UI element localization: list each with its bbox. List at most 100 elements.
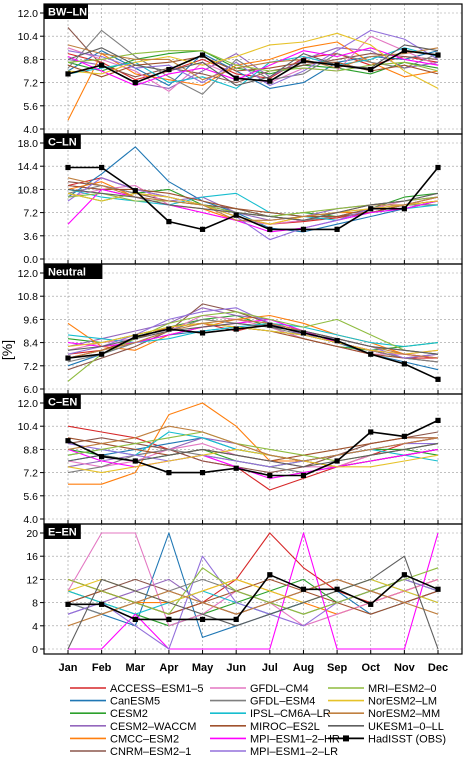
obs-point — [65, 601, 71, 607]
panel-label: C–LN — [48, 137, 77, 149]
x-tick-label: Dec — [428, 662, 448, 674]
panel-label-background — [44, 264, 103, 279]
obs-point — [435, 52, 441, 58]
y-tick-label: 4.0 — [23, 514, 38, 526]
obs-point — [65, 355, 71, 361]
panel-label-background — [44, 394, 81, 409]
legend-item: MIROC–ES2L — [210, 721, 320, 733]
obs-point — [401, 206, 407, 212]
legend-label: GFDL–ESM4 — [250, 696, 315, 708]
series-line-ACCESS–ESM1–5 — [67, 532, 439, 615]
y-tick-label: 8 — [32, 598, 38, 610]
panel-label-background — [44, 134, 81, 149]
series-group — [65, 402, 441, 491]
y-tick-label: 4 — [32, 621, 38, 633]
legend-label: MIROC–ES2L — [250, 721, 320, 733]
legend-label: CNRM–ESM2–1 — [110, 746, 191, 758]
obs-point — [132, 334, 138, 340]
obs-point — [300, 58, 307, 64]
legend-label: IPSL–CM6A–LR — [250, 708, 331, 720]
obs-point — [435, 417, 441, 423]
obs-point — [401, 572, 407, 578]
y-tick-label: 16 — [26, 551, 38, 563]
panel-3: 4.0 5.6 7.2 8.8 10.4 12.0 C–EN — [18, 393, 463, 526]
series-line-CNRM–ESM2–1 — [67, 27, 439, 84]
legend-item: CESM2–WACCM — [70, 721, 196, 733]
x-tick-label: Jun — [226, 662, 246, 674]
series-line-NorESM2–MM — [67, 318, 439, 359]
x-tick-label: Jul — [262, 662, 278, 674]
series-line-HadISST (OBS) — [68, 573, 439, 621]
y-tick-label: 12.0 — [18, 8, 39, 20]
obs-point — [99, 164, 105, 171]
legend-label: CanESM5 — [110, 696, 160, 708]
obs-point — [334, 226, 340, 232]
obs-point — [334, 338, 340, 344]
y-tick-label: 18.0 — [18, 138, 39, 150]
panel-label: BW–LN — [48, 7, 87, 19]
y-tick-label: 9.6 — [23, 314, 38, 326]
legend-label: CESM2–WACCM — [110, 721, 196, 733]
series-line-HadISST (OBS) — [67, 324, 439, 381]
y-tick-label: 20 — [26, 528, 38, 540]
legend-item: HadISST (OBS) — [328, 733, 446, 745]
obs-point — [132, 188, 138, 194]
legend-item: IPSL–CM6A–LR — [210, 708, 331, 720]
x-tick-label: Apr — [159, 662, 179, 674]
obs-point — [99, 62, 105, 68]
series-line-HadISST (OBS) — [67, 49, 439, 84]
obs-point — [199, 52, 206, 58]
series-line-UKESM1–0–LL — [67, 188, 439, 221]
y-tick-label: 3.6 — [23, 231, 38, 243]
series-line-HadISST (OBS) — [68, 166, 439, 231]
legend-label: CMCC–ESM2 — [110, 733, 179, 745]
panel-0: 4.0 5.6 7.2 8.8 10.4 12.0 BW–LN — [18, 3, 463, 136]
x-tick-labels: Jan Feb Mar Apr May Jun Jul Aug Sep Oct Nov Dec — [59, 662, 449, 674]
legend-label: CESM2 — [110, 708, 148, 720]
panel-label-background — [44, 4, 88, 19]
x-tick-label: Aug — [293, 662, 314, 674]
y-tick-label: 7.2 — [23, 361, 38, 373]
y-tick-label: 12.0 — [18, 268, 39, 280]
legend-label: GFDL–CM4 — [250, 683, 309, 695]
series-line-IPSL–CM6A–LR — [67, 47, 439, 89]
legend-item: CNRM–ESM2–1 — [70, 746, 191, 758]
y-tick-label: 8.8 — [23, 54, 38, 66]
obs-point — [435, 586, 441, 592]
series-group — [65, 532, 441, 650]
series-line-ACCESS–ESM1–5 — [67, 425, 439, 491]
series-line-NorESM2–LM — [67, 578, 439, 604]
obs-point — [99, 351, 105, 357]
obs-point — [368, 66, 374, 73]
obs-point — [132, 616, 138, 623]
legend-label: MPI–ESM1–2–HR — [250, 733, 340, 745]
legend-marker — [343, 735, 349, 742]
y-tick-label: 10.8 — [18, 184, 39, 196]
y-tick-label: 0.0 — [23, 254, 38, 266]
obs-point — [300, 226, 307, 232]
obs-point — [199, 616, 206, 623]
legend-item: MPI–ESM1–2–LR — [210, 746, 338, 758]
legend-item: GFDL–CM4 — [210, 683, 309, 695]
obs-point — [166, 616, 172, 623]
y-tick-label: 0 — [32, 644, 38, 656]
y-tick-label: 10.4 — [18, 31, 39, 43]
obs-point — [65, 438, 71, 444]
obs-point — [99, 454, 105, 460]
obs-point — [401, 361, 407, 367]
y-tick-label: 10.4 — [18, 421, 39, 433]
series-line-MIROC–ES2L — [67, 184, 439, 218]
legend-item: GFDL–ESM4 — [210, 696, 315, 708]
obs-point — [166, 470, 172, 476]
series-group — [65, 146, 441, 241]
panel-frame — [43, 523, 463, 655]
panel-label: E–EN — [48, 527, 77, 539]
obs-point — [132, 80, 138, 86]
y-tick-label: 8.4 — [23, 338, 38, 350]
obs-point — [267, 472, 273, 479]
series-line-NorESM2–LM — [67, 322, 439, 355]
panels: 4.0 5.6 7.2 8.8 10.4 12.0 BW–LN 0.0 3.6 7.2 10.8 14… — [18, 3, 463, 656]
obs-point — [401, 48, 407, 54]
obs-point — [300, 472, 307, 479]
series-line-CESM2 — [67, 50, 439, 75]
